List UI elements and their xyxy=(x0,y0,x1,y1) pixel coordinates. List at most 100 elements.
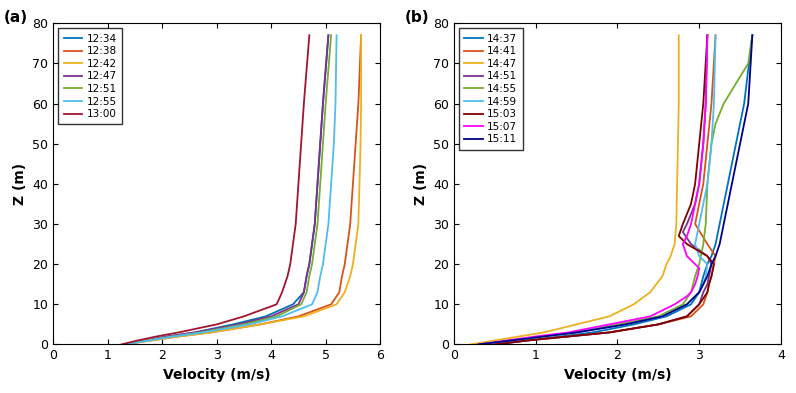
15:11 xyxy=(723,202,732,206)
14:41 xyxy=(699,302,708,307)
14:51 xyxy=(686,242,696,246)
15:07 xyxy=(701,101,711,106)
14:51 xyxy=(707,262,716,266)
14:47 xyxy=(673,182,682,186)
15:07 xyxy=(694,266,704,270)
12:34 xyxy=(315,141,325,146)
14:59 xyxy=(694,290,704,295)
12:47 xyxy=(315,141,325,146)
15:11 xyxy=(719,222,728,226)
12:34 xyxy=(310,222,319,226)
15:07 xyxy=(682,254,692,259)
14:55 xyxy=(719,101,728,106)
12:55 xyxy=(313,290,322,295)
12:51 xyxy=(302,290,311,295)
15:03 xyxy=(703,290,712,295)
15:11 xyxy=(707,262,716,266)
14:41 xyxy=(686,314,696,319)
14:41 xyxy=(707,274,716,279)
12:47 xyxy=(141,338,150,343)
15:07 xyxy=(531,334,540,339)
15:03 xyxy=(654,322,663,327)
12:47 xyxy=(294,302,303,307)
13:00 xyxy=(174,330,183,335)
15:07 xyxy=(646,314,655,319)
14:47 xyxy=(466,342,475,347)
Line: 12:34: 12:34 xyxy=(124,35,329,345)
12:51 xyxy=(119,342,129,347)
12:42 xyxy=(256,322,265,327)
12:34 xyxy=(261,314,271,319)
14:55 xyxy=(572,330,581,335)
14:59 xyxy=(711,33,720,38)
15:07 xyxy=(699,141,708,146)
14:59 xyxy=(682,302,692,307)
12:51 xyxy=(321,101,330,106)
12:42 xyxy=(357,33,366,38)
14:59 xyxy=(657,314,667,319)
15:07 xyxy=(686,222,696,226)
15:11 xyxy=(682,302,692,307)
12:47 xyxy=(313,182,322,186)
12:38 xyxy=(146,338,156,343)
15:11 xyxy=(747,33,757,38)
12:55 xyxy=(244,322,254,327)
14:59 xyxy=(709,101,719,106)
13:00 xyxy=(133,338,142,343)
14:59 xyxy=(701,274,711,279)
14:59 xyxy=(690,242,700,246)
14:41 xyxy=(564,334,573,339)
Text: (b): (b) xyxy=(405,10,430,26)
14:51 xyxy=(690,202,700,206)
14:55 xyxy=(699,242,708,246)
15:11 xyxy=(572,330,581,335)
Line: 12:51: 12:51 xyxy=(124,35,331,345)
12:51 xyxy=(315,182,325,186)
14:51 xyxy=(704,274,714,279)
13:00 xyxy=(152,334,162,339)
Legend: 12:34, 12:38, 12:42, 12:47, 12:51, 12:55, 13:00: 12:34, 12:38, 12:42, 12:47, 12:51, 12:55… xyxy=(58,28,122,125)
12:42 xyxy=(353,222,363,226)
15:03 xyxy=(704,282,714,286)
12:34 xyxy=(190,330,200,335)
14:59 xyxy=(539,334,548,339)
15:03 xyxy=(694,302,704,307)
15:03 xyxy=(699,101,708,106)
12:51 xyxy=(272,314,282,319)
15:07 xyxy=(474,342,483,347)
13:00 xyxy=(116,342,126,347)
15:03 xyxy=(707,274,716,279)
15:07 xyxy=(682,294,692,299)
14:59 xyxy=(703,182,712,186)
15:03 xyxy=(690,182,700,186)
15:11 xyxy=(732,162,741,166)
12:55 xyxy=(332,33,341,38)
Line: 15:07: 15:07 xyxy=(478,35,708,345)
14:59 xyxy=(690,294,700,299)
12:55 xyxy=(144,338,154,343)
Y-axis label: Z (m): Z (m) xyxy=(414,163,427,205)
12:55 xyxy=(321,242,330,246)
12:55 xyxy=(318,262,328,266)
14:55 xyxy=(506,338,516,343)
15:07 xyxy=(690,202,700,206)
12:47 xyxy=(299,290,309,295)
Line: 14:55: 14:55 xyxy=(478,35,752,345)
12:34 xyxy=(141,338,150,343)
12:42 xyxy=(345,274,355,279)
15:11 xyxy=(711,254,720,259)
12:38 xyxy=(345,222,355,226)
13:00 xyxy=(305,33,314,38)
12:34 xyxy=(119,342,129,347)
12:51 xyxy=(326,33,336,38)
12:38 xyxy=(343,242,353,246)
15:11 xyxy=(715,242,724,246)
12:51 xyxy=(196,330,205,335)
12:38 xyxy=(357,33,366,38)
15:07 xyxy=(604,322,614,327)
15:03 xyxy=(674,234,684,239)
14:55 xyxy=(696,254,705,259)
12:34 xyxy=(313,182,322,186)
15:07 xyxy=(502,338,512,343)
14:47 xyxy=(674,101,684,106)
